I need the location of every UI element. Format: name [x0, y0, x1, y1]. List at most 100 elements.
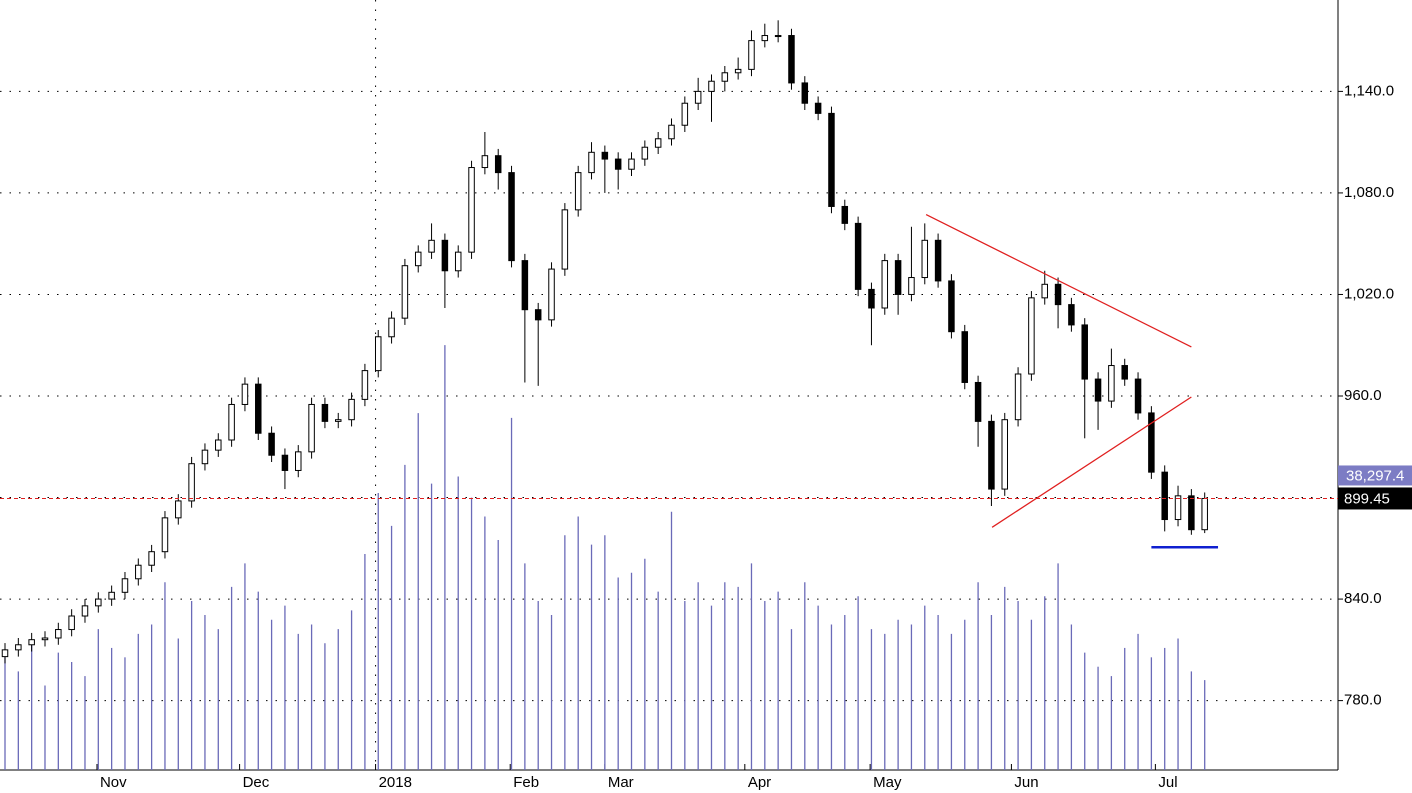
candle-body: [161, 517, 169, 553]
candle-body: [228, 403, 235, 441]
x-tick-label: Dec: [243, 774, 270, 791]
volume-label: 38,297.4: [1346, 467, 1404, 484]
candle-body: [708, 80, 715, 92]
candle-body: [974, 381, 982, 422]
candle-body: [894, 260, 902, 295]
x-tick-label: Mar: [608, 774, 634, 791]
candle-body: [255, 383, 262, 434]
price-label: 899.45: [1344, 490, 1390, 507]
candle-body: [694, 90, 702, 104]
candle-body: [801, 82, 809, 104]
candle-body: [961, 331, 969, 383]
candle-body: [761, 35, 769, 42]
candle-body: [548, 268, 555, 321]
y-tick-label: 780.0: [1344, 692, 1382, 709]
candle-body: [148, 551, 155, 566]
candle-body: [988, 420, 995, 490]
price-label-box: [1338, 487, 1412, 510]
candle-body: [614, 158, 622, 170]
candle-body: [68, 615, 75, 631]
candle-body: [1081, 324, 1088, 380]
candle-body: [641, 146, 649, 160]
candle-body: [628, 158, 635, 170]
candle-body: [295, 451, 302, 471]
candle-body: [454, 251, 462, 272]
candle-body: [175, 500, 182, 519]
candle-body: [108, 591, 115, 600]
candle-body: [1068, 304, 1075, 326]
candle-body: [1121, 365, 1128, 380]
candle-body: [668, 124, 675, 140]
candle-body: [841, 205, 849, 224]
candle-body: [774, 35, 782, 38]
candle-body: [81, 605, 89, 617]
candle-body: [281, 454, 289, 471]
candle-body: [321, 403, 329, 422]
candle-body: [881, 260, 889, 309]
candle-body: [1094, 378, 1102, 402]
candle-body: [374, 336, 382, 372]
y-tick-label: 840.0: [1344, 590, 1382, 607]
candle-body: [1148, 412, 1155, 473]
candle-body: [41, 637, 49, 641]
candle-body: [1, 649, 9, 658]
candle-body: [95, 598, 102, 607]
candle-body: [1174, 495, 1182, 521]
candle-body: [1161, 471, 1168, 521]
x-tick-label: Nov: [100, 774, 127, 791]
candle-body: [588, 151, 595, 174]
candle-body: [574, 172, 582, 211]
candle-body: [1014, 373, 1022, 421]
candle-body: [15, 644, 22, 651]
candle-body: [828, 112, 835, 207]
candle-body: [1041, 283, 1048, 299]
y-tick-label: 1,140.0: [1344, 82, 1394, 99]
candle-body: [681, 102, 689, 126]
candle-body: [601, 151, 609, 160]
y-tick-label: 1,080.0: [1344, 184, 1394, 201]
candle-body: [441, 239, 449, 272]
x-tick-label: Feb: [513, 774, 539, 791]
candle-body: [521, 260, 529, 311]
candle-body: [468, 167, 475, 253]
candle-body: [1054, 283, 1062, 306]
candle-body: [934, 239, 942, 282]
candle-body: [1028, 297, 1035, 375]
x-tick-label: 2018: [379, 774, 412, 791]
candle-body: [188, 463, 195, 502]
candle-body: [1188, 495, 1195, 531]
trendline: [925, 214, 1192, 348]
candle-body: [28, 639, 35, 646]
y-tick-label: 1,020.0: [1344, 285, 1394, 302]
candle-body: [201, 449, 209, 465]
candle-body: [1134, 378, 1142, 414]
candle-body: [908, 277, 915, 295]
x-tick-label: Jun: [1014, 774, 1038, 791]
candle-body: [268, 432, 275, 456]
candle-body: [215, 439, 222, 451]
x-tick-label: May: [873, 774, 902, 791]
candle-body: [348, 398, 355, 421]
candle-body: [1108, 365, 1115, 402]
candle-body: [788, 35, 795, 84]
candle-body: [414, 251, 422, 267]
candle-body: [401, 265, 409, 319]
candle-body: [55, 629, 62, 639]
candle-body: [428, 239, 435, 253]
candle-body: [1201, 497, 1208, 531]
candle-body: [334, 419, 342, 422]
candle-body: [854, 222, 862, 290]
candle-body: [121, 578, 129, 593]
candle-body: [561, 209, 569, 270]
candle-body: [361, 370, 369, 400]
candle-body: [241, 383, 249, 405]
candle-body: [748, 40, 755, 70]
x-tick-label: Apr: [748, 774, 771, 791]
candle-body: [481, 155, 489, 169]
candle-body: [508, 172, 515, 262]
candle-body: [388, 317, 395, 338]
candle-body: [948, 280, 955, 333]
